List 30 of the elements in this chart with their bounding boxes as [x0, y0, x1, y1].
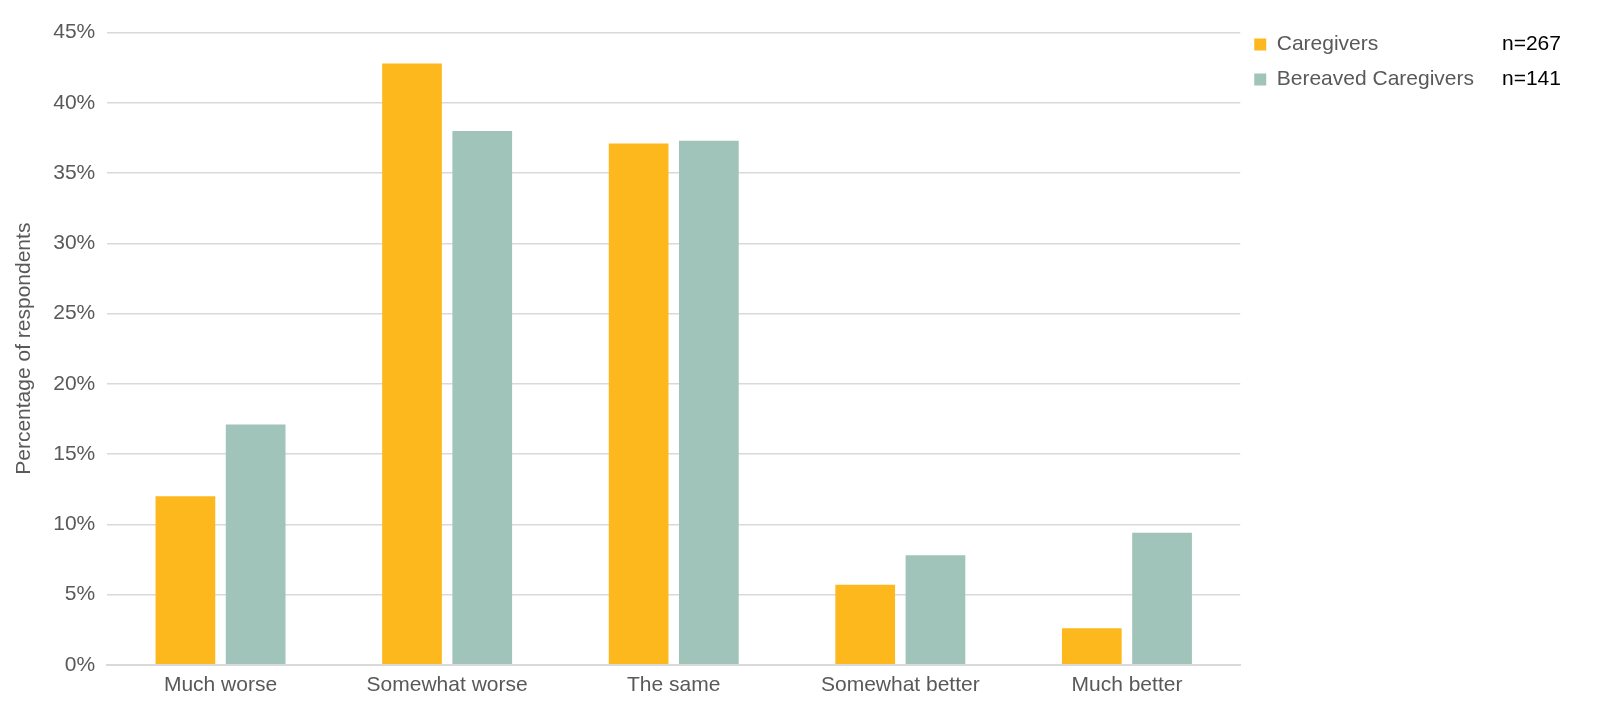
bar	[225, 424, 286, 665]
y-tick-label: 5%	[64, 581, 96, 605]
bar	[155, 496, 216, 665]
y-tick-label: 15%	[53, 440, 96, 464]
bar	[835, 584, 896, 665]
y-tick-label: 35%	[53, 159, 96, 183]
y-tick-label: 45%	[53, 19, 96, 43]
legend-label: Bereaved Caregivers	[1276, 66, 1474, 90]
x-tick-label: Much worse	[163, 672, 278, 696]
bar	[452, 130, 513, 665]
bar	[1132, 532, 1192, 665]
x-tick-label: Somewhat better	[820, 672, 980, 696]
text: n=141	[1502, 66, 1561, 90]
text: n=267	[1502, 31, 1561, 55]
bar	[905, 555, 966, 665]
bar	[608, 143, 669, 665]
y-axis-title: Percentage of respondents	[11, 222, 35, 475]
y-tick-label: 20%	[53, 370, 96, 394]
y-tick-label: 10%	[53, 511, 96, 535]
y-tick-label: 25%	[53, 300, 96, 324]
x-tick-label: The same	[627, 672, 721, 696]
y-tick-label: 30%	[53, 230, 96, 254]
x-tick-label: Much better	[1071, 672, 1183, 696]
bar	[1061, 628, 1122, 665]
legend-label: Caregivers	[1276, 31, 1379, 55]
bar	[679, 140, 739, 665]
bar	[382, 63, 442, 665]
x-tick-label: Somewhat worse	[366, 672, 528, 696]
y-tick-label: 40%	[53, 89, 96, 113]
y-tick-label: 0%	[64, 651, 96, 675]
